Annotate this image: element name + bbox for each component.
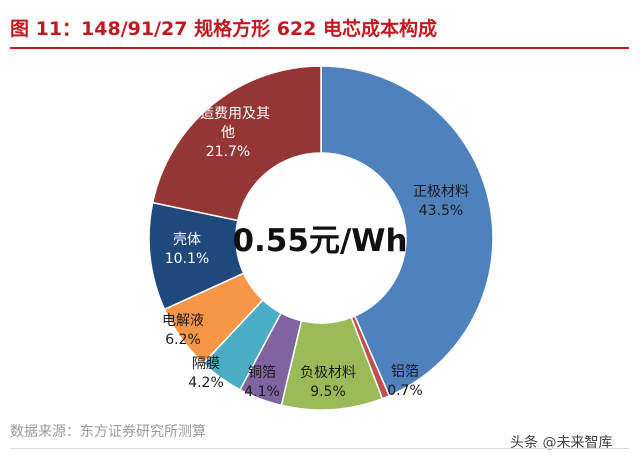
center-label: 0.55元/Wh: [232, 223, 407, 259]
slice-label-3: 负极材料: [300, 365, 356, 381]
slice-label-8-line-2: 他: [221, 125, 235, 141]
slice-value-3: 9.5%: [310, 384, 346, 400]
slice-value-1: 43.5%: [419, 203, 463, 219]
slice-value-4: 4.1%: [244, 384, 280, 400]
slice-label-5: 隔膜: [192, 356, 220, 372]
slice-label-7: 壳体: [173, 231, 201, 248]
slice-value-6: 6.2%: [165, 332, 201, 348]
slice-value-2: 0.7%: [387, 383, 423, 399]
slice-labels: 正极材料 43.5% 铝箔 0.7% 负极材料 9.5% 铜箔 4.1% 隔膜 4.2% 电解液 6.…: [162, 106, 469, 400]
donut-chart: 正极材料 43.5% 铝箔 0.7% 负极材料 9.5% 铜箔 4.1% 隔膜 4.2% 电解液 6.…: [148, 65, 494, 411]
slice-1: [320, 65, 494, 397]
slice-label-1: 正极材料: [413, 184, 469, 200]
source-note: 数据来源：东方证券研究所测算: [10, 424, 206, 440]
slice-label-4: 铜箔: [248, 365, 276, 381]
slice-value-8: 21.7%: [206, 144, 250, 160]
slice-value-5: 4.2%: [188, 375, 224, 391]
slice-value-7: 10.1%: [165, 251, 209, 267]
title-rule: [10, 47, 629, 49]
figure-title: 图 11：148/91/27 规格方形 622 电芯成本构成: [10, 18, 437, 40]
slice-label-6: 电解液: [162, 313, 204, 329]
watermark: 头条 @未来智库: [510, 435, 613, 451]
footer-rule: [10, 448, 629, 449]
slice-8: [151, 65, 322, 222]
slice-label-2: 铝箔: [391, 364, 419, 380]
donut-slices: [148, 65, 494, 411]
slice-label-8-line-1: 制造费用及其: [186, 106, 270, 122]
